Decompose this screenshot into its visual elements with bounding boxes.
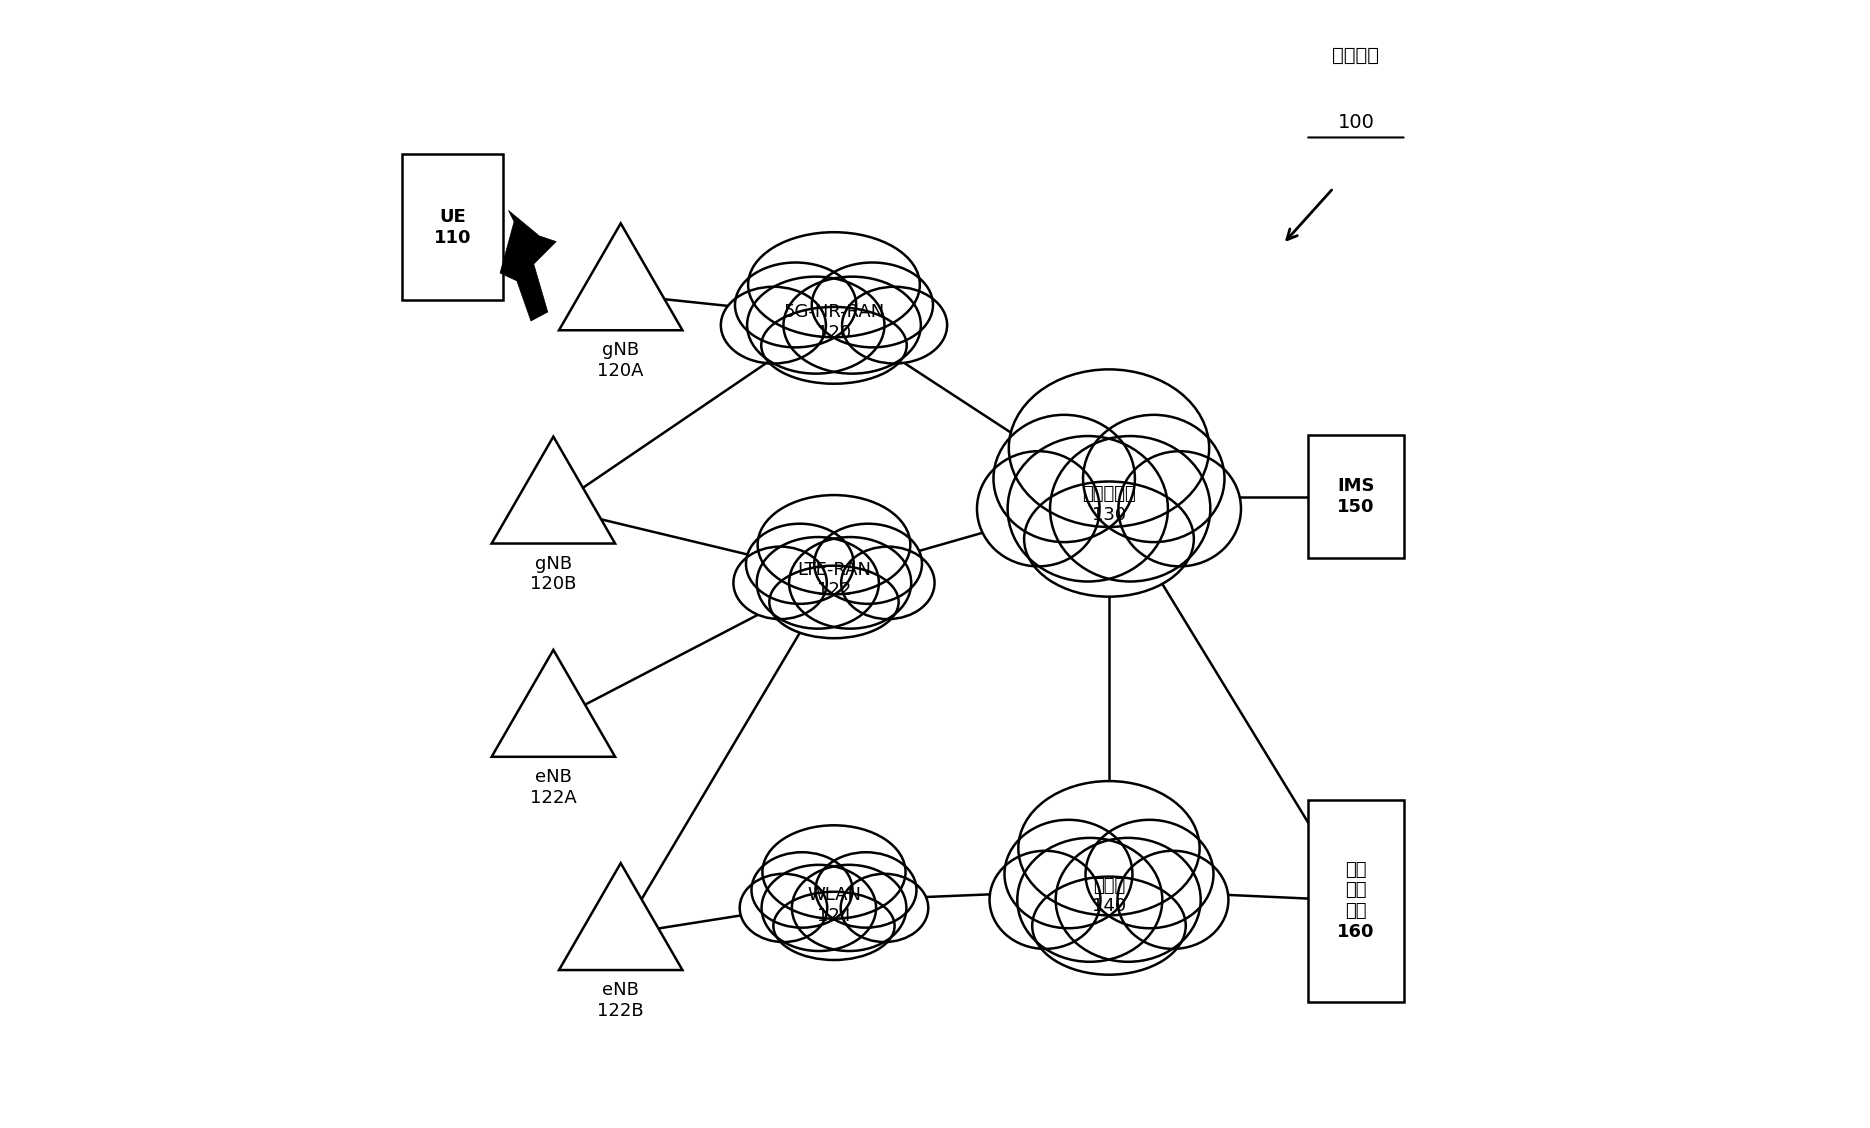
Ellipse shape [1004,820,1133,928]
FancyBboxPatch shape [1309,800,1404,1002]
Ellipse shape [842,874,928,942]
Ellipse shape [1032,876,1186,975]
Ellipse shape [748,276,885,373]
Ellipse shape [842,287,946,363]
Ellipse shape [735,263,856,347]
Ellipse shape [993,415,1135,543]
Ellipse shape [1051,437,1210,582]
Ellipse shape [784,276,920,373]
Ellipse shape [748,232,920,337]
Ellipse shape [789,537,911,628]
Ellipse shape [1025,482,1193,597]
Ellipse shape [815,853,916,927]
Ellipse shape [1008,369,1210,527]
Text: gNB
120A: gNB 120A [598,342,643,380]
Ellipse shape [1118,851,1229,949]
Text: WLAN
124: WLAN 124 [808,885,860,925]
Ellipse shape [1083,415,1225,543]
Text: 网络布置: 网络布置 [1333,45,1380,64]
Ellipse shape [1057,838,1201,962]
Ellipse shape [976,451,1100,566]
Ellipse shape [1085,820,1214,928]
Ellipse shape [813,523,922,603]
Ellipse shape [989,851,1100,949]
Polygon shape [499,211,555,321]
Polygon shape [492,650,615,757]
Text: 5G-NR-RAN
120: 5G-NR-RAN 120 [784,302,885,342]
Polygon shape [492,437,615,544]
Ellipse shape [842,547,935,619]
Text: 蜂窝核心网
130: 蜂窝核心网 130 [1083,485,1135,523]
Ellipse shape [761,307,907,384]
Ellipse shape [769,565,899,638]
Polygon shape [559,223,683,331]
Ellipse shape [761,865,875,951]
Ellipse shape [812,263,933,347]
Ellipse shape [752,853,853,927]
Polygon shape [559,863,683,970]
Ellipse shape [757,495,911,594]
Text: LTE-RAN
122: LTE-RAN 122 [797,561,871,599]
Ellipse shape [757,537,879,628]
Text: 互联网
140: 互联网 140 [1092,876,1126,915]
Ellipse shape [720,287,827,363]
Ellipse shape [1118,451,1242,566]
Text: 100: 100 [1337,113,1374,132]
Ellipse shape [746,523,855,603]
Ellipse shape [774,892,894,960]
Ellipse shape [1019,781,1201,915]
Text: eNB
122A: eNB 122A [529,768,576,807]
Ellipse shape [1017,838,1163,962]
Text: UE
110: UE 110 [434,208,471,247]
Ellipse shape [763,826,905,918]
FancyBboxPatch shape [1309,435,1404,558]
FancyBboxPatch shape [402,155,503,300]
Ellipse shape [791,865,907,951]
Text: eNB
122B: eNB 122B [597,981,643,1020]
Text: IMS
150: IMS 150 [1337,477,1374,515]
Ellipse shape [733,547,827,619]
Text: gNB
120B: gNB 120B [531,555,576,593]
Text: 网络
服务
主干
160: 网络 服务 主干 160 [1337,861,1374,941]
Ellipse shape [741,874,827,942]
Ellipse shape [1008,437,1169,582]
